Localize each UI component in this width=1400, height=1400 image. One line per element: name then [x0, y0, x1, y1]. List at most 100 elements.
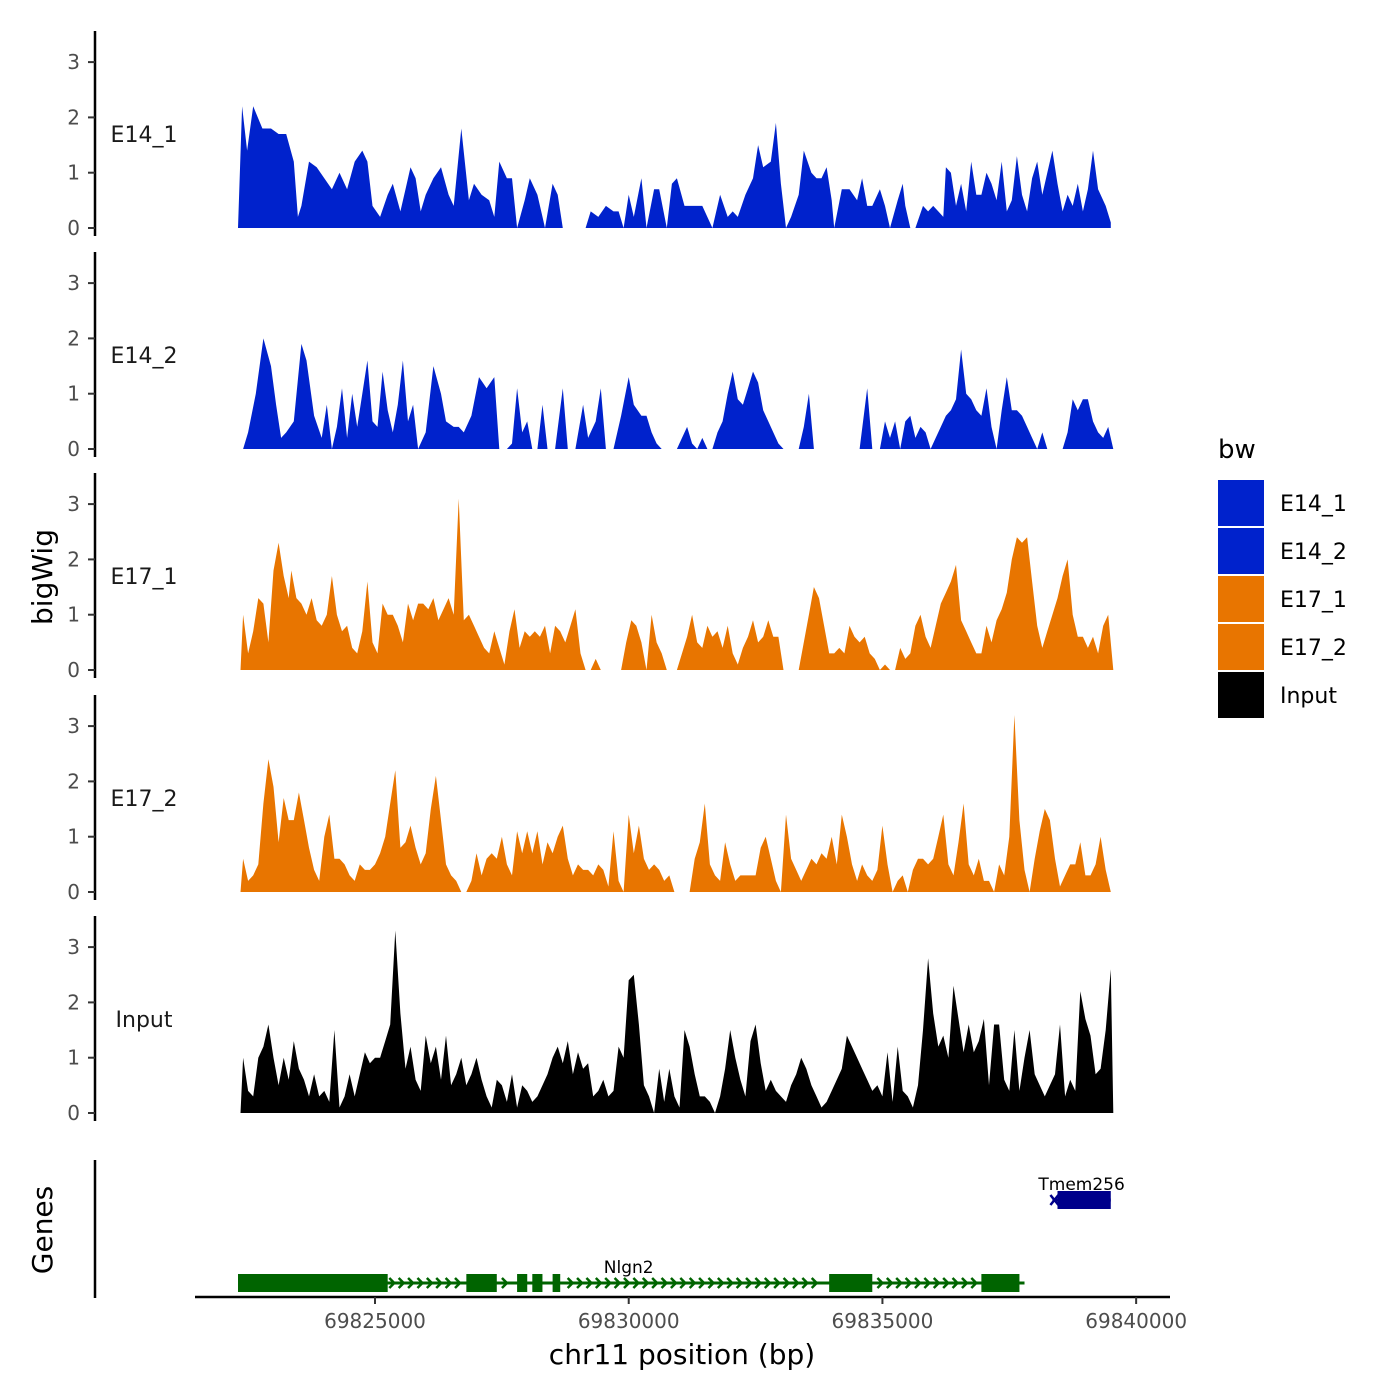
strand-arrow — [641, 1277, 650, 1289]
x-tick-label: 69825000 — [324, 1309, 426, 1333]
strand-arrow — [735, 1277, 744, 1289]
x-tick-label: 69840000 — [1085, 1309, 1187, 1333]
y-tick-label: 3 — [67, 50, 80, 74]
track-Input: 0 1 2 3 Input — [67, 916, 1114, 1125]
strand-arrow — [585, 1277, 594, 1289]
y-tick-label: 2 — [67, 769, 80, 793]
legend: bw E14_1 E14_2 E17_1 E17_2 Input — [1218, 435, 1347, 718]
legend-label: Input — [1280, 684, 1337, 709]
exon-box — [466, 1274, 497, 1292]
gene-annotation-track: Nlgn2 Tmem256 — [93, 1160, 1125, 1298]
strand-arrow — [876, 1277, 885, 1289]
strand-arrow — [895, 1277, 903, 1289]
strand-arrow — [914, 1277, 922, 1289]
coverage-area-Input — [240, 930, 1114, 1113]
strand-arrow — [970, 1277, 979, 1289]
track-E17_1: 0 1 2 3 E17_1 — [67, 473, 1114, 682]
strand-arrow — [904, 1277, 913, 1289]
strand-arrow — [594, 1277, 603, 1289]
legend-swatch — [1218, 528, 1264, 574]
x-axis-title: chr11 position (bp) — [549, 1338, 815, 1371]
y-tick-label: 0 — [67, 437, 80, 461]
y-tick-label: 2 — [67, 326, 80, 350]
y-tick-label: 1 — [67, 161, 80, 185]
strand-arrow — [801, 1277, 810, 1289]
strand-arrow — [679, 1277, 688, 1289]
strand-arrow — [726, 1277, 735, 1289]
exon-box — [552, 1274, 561, 1292]
strand-arrow — [688, 1277, 697, 1289]
track-label: E14_2 — [111, 344, 178, 369]
strand-arrow — [604, 1277, 612, 1289]
strand-arrow — [623, 1277, 631, 1289]
strand-arrow — [407, 1277, 415, 1289]
exon-box — [238, 1274, 388, 1292]
y-tick-label: 3 — [67, 714, 80, 738]
gene-label: Nlgn2 — [604, 1258, 654, 1278]
strand-arrow — [435, 1277, 443, 1289]
strand-arrow — [670, 1277, 678, 1289]
track-label: E17_2 — [111, 787, 178, 812]
x-tick-label: 69835000 — [832, 1309, 934, 1333]
exon-box — [532, 1274, 543, 1292]
strand-arrow — [566, 1277, 575, 1289]
x-tick-label: 69830000 — [578, 1309, 680, 1333]
strand-arrow — [885, 1277, 894, 1289]
strand-arrow — [416, 1277, 425, 1289]
y-tick-label: 2 — [67, 547, 80, 571]
genes-axis-title: Genes — [26, 1186, 59, 1274]
strand-arrow — [923, 1277, 932, 1289]
strand-arrow — [660, 1277, 669, 1289]
exon-box — [829, 1274, 873, 1292]
legend-label: E17_2 — [1280, 636, 1347, 661]
gene-Tmem256: Tmem256 — [1037, 1175, 1125, 1209]
strand-arrow — [932, 1277, 941, 1289]
strand-arrow — [763, 1277, 772, 1289]
strand-arrow — [397, 1277, 406, 1289]
y-axis-title: bigWig — [26, 529, 59, 625]
strand-arrow — [707, 1277, 716, 1289]
y-tick-label: 1 — [67, 603, 80, 627]
y-tick-label: 1 — [67, 825, 80, 849]
legend-label: E14_1 — [1280, 492, 1347, 517]
track-E17_2: 0 1 2 3 E17_2 — [67, 695, 1111, 904]
x-axis: 69825000 69830000 69835000 69840000 — [195, 1295, 1187, 1333]
y-tick-label: 3 — [67, 935, 80, 959]
y-tick-label: 1 — [67, 382, 80, 406]
track-E14_2: 0 1 2 3 E14_2 — [67, 252, 1114, 461]
coverage-area-E17_1 — [240, 498, 1114, 670]
legend-label: E14_2 — [1280, 540, 1347, 565]
track-E14_1: 0 1 2 3 E14_1 — [67, 31, 1111, 240]
strand-arrow — [698, 1277, 706, 1289]
exon-box — [1057, 1191, 1111, 1209]
legend-swatch — [1218, 576, 1264, 622]
strand-arrow — [651, 1277, 659, 1289]
strand-arrow — [501, 1277, 509, 1289]
y-tick-label: 2 — [67, 990, 80, 1014]
gene-label: Tmem256 — [1037, 1175, 1124, 1195]
y-tick-label: 0 — [67, 880, 80, 904]
y-tick-label: 0 — [67, 658, 80, 682]
legend-label: E17_1 — [1280, 588, 1347, 613]
strand-arrow — [961, 1277, 969, 1289]
coverage-area-E14_1 — [238, 106, 1111, 228]
strand-arrow — [1049, 1194, 1060, 1206]
track-label: E14_1 — [111, 123, 178, 148]
strand-arrow — [773, 1277, 781, 1289]
strand-arrow — [388, 1277, 397, 1289]
coverage-tracks: 0 1 2 3 E14_1 0 1 2 3 E14_2 0 1 2 3 E17_1 0 1 2 3 E17_2 0 1 2 3… — [67, 31, 1114, 1125]
exon-box — [517, 1274, 528, 1292]
legend-swatch — [1218, 480, 1264, 526]
strand-arrow — [632, 1277, 641, 1289]
exon-box — [981, 1274, 1020, 1292]
strand-arrow — [782, 1277, 791, 1289]
strand-arrow — [942, 1277, 950, 1289]
legend-swatch — [1218, 672, 1264, 718]
strand-arrow — [444, 1277, 453, 1289]
legend-title: bw — [1218, 435, 1256, 465]
y-tick-label: 3 — [67, 492, 80, 516]
y-tick-label: 0 — [67, 216, 80, 240]
strand-arrow — [716, 1277, 725, 1289]
legend-swatch — [1218, 624, 1264, 670]
strand-arrow — [745, 1277, 753, 1289]
